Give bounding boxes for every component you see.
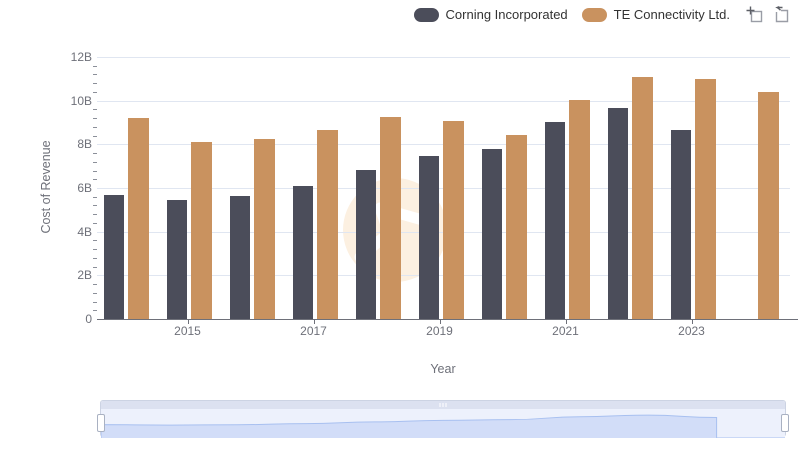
y-minor-tick xyxy=(93,118,97,120)
bar-2023-te-connectivity-ltd[interactable] xyxy=(694,79,716,319)
legend-swatch-te xyxy=(581,7,607,22)
y-axis-label: 0 xyxy=(85,312,92,326)
legend-label-te: TE Connectivity Ltd. xyxy=(613,7,730,22)
x-axis-label: 2015 xyxy=(174,324,201,338)
bar-2022-te-connectivity-ltd[interactable] xyxy=(631,77,653,319)
y-minor-tick xyxy=(93,222,97,224)
x-axis-tick xyxy=(187,320,189,324)
slider-grip-icon xyxy=(439,403,447,407)
datazoom-move-handle[interactable] xyxy=(101,401,785,409)
y-minor-tick xyxy=(93,240,97,242)
x-axis-tick xyxy=(439,320,441,324)
y-minor-tick xyxy=(93,83,97,85)
bar-2021-te-connectivity-ltd[interactable] xyxy=(568,100,590,319)
y-minor-tick xyxy=(93,170,97,172)
y-minor-tick xyxy=(93,249,97,251)
x-axis-line xyxy=(97,319,798,320)
bar-2015-corning-incorporated[interactable] xyxy=(166,199,187,319)
bar-2016-corning-incorporated[interactable] xyxy=(229,195,250,319)
bar-2022-corning-incorporated[interactable] xyxy=(607,107,628,319)
y-minor-tick xyxy=(93,135,97,137)
chart-toolbox xyxy=(746,6,790,23)
x-axis-tick xyxy=(565,320,567,324)
y-axis-label: 6B xyxy=(77,181,92,195)
box-zoom-icon[interactable] xyxy=(746,6,763,23)
x-axis-title: Year xyxy=(430,362,456,376)
y-minor-tick xyxy=(93,179,97,181)
y-minor-tick xyxy=(93,284,97,286)
gridline xyxy=(97,100,790,102)
y-minor-tick xyxy=(93,292,97,294)
gridline xyxy=(97,57,790,58)
y-minor-tick xyxy=(93,257,97,259)
x-axis-label: 2023 xyxy=(678,324,705,338)
y-minor-tick xyxy=(93,161,97,163)
y-minor-tick xyxy=(93,91,97,93)
datazoom-left-handle[interactable] xyxy=(97,414,105,432)
zoom-restore-icon[interactable] xyxy=(773,6,790,23)
datazoom-slider[interactable] xyxy=(97,400,789,438)
x-axis-label: 2019 xyxy=(426,324,453,338)
y-axis-label: 10B xyxy=(70,93,92,108)
bar-2019-te-connectivity-ltd[interactable] xyxy=(442,121,464,319)
bar-2014-corning-incorporated[interactable] xyxy=(103,195,124,319)
y-minor-tick xyxy=(93,301,97,303)
bar-2019-corning-incorporated[interactable] xyxy=(418,155,439,319)
y-minor-tick xyxy=(93,109,97,111)
y-axis-label: 4B xyxy=(77,224,92,239)
y-minor-tick xyxy=(93,65,97,67)
bar-2014-te-connectivity-ltd[interactable] xyxy=(127,118,149,319)
x-axis-tick xyxy=(691,320,693,324)
y-minor-tick xyxy=(93,214,97,216)
bar-2016-te-connectivity-ltd[interactable] xyxy=(253,139,275,319)
x-axis-label: 2021 xyxy=(552,324,579,338)
y-axis-label: 12B xyxy=(70,50,92,64)
datazoom-right-handle[interactable] xyxy=(781,414,789,432)
datazoom-track[interactable] xyxy=(101,409,785,438)
bar-2017-te-connectivity-ltd[interactable] xyxy=(316,130,338,319)
y-minor-tick xyxy=(93,196,97,198)
bar-2018-te-connectivity-ltd[interactable] xyxy=(379,117,401,319)
y-axis-label: 8B xyxy=(77,137,92,152)
datazoom-data-shadow xyxy=(101,414,785,438)
legend-swatch-corning xyxy=(413,7,439,22)
x-axis-label: 2017 xyxy=(300,324,327,338)
y-minor-tick xyxy=(93,310,97,312)
x-axis-tick xyxy=(313,320,315,324)
legend: Corning Incorporated TE Connectivity Ltd… xyxy=(413,6,790,23)
y-axis-label: 2B xyxy=(77,268,92,283)
y-minor-tick xyxy=(93,153,97,155)
y-minor-tick xyxy=(93,126,97,128)
bar-2015-te-connectivity-ltd[interactable] xyxy=(190,141,212,319)
y-minor-tick xyxy=(93,266,97,268)
legend-item-corning[interactable]: Corning Incorporated xyxy=(413,7,568,22)
y-minor-tick xyxy=(93,74,97,76)
bar-2024-te-connectivity-ltd[interactable] xyxy=(757,91,779,319)
bar-2018-corning-incorporated[interactable] xyxy=(355,169,376,319)
legend-label-corning: Corning Incorporated xyxy=(445,7,568,22)
bar-2021-corning-incorporated[interactable] xyxy=(544,122,565,319)
bar-2023-corning-incorporated[interactable] xyxy=(670,129,691,319)
bar-2017-corning-incorporated[interactable] xyxy=(292,186,313,319)
y-minor-tick xyxy=(93,205,97,207)
legend-item-te[interactable]: TE Connectivity Ltd. xyxy=(581,7,730,22)
bar-2020-corning-incorporated[interactable] xyxy=(481,149,502,319)
bar-2020-te-connectivity-ltd[interactable] xyxy=(505,134,527,319)
